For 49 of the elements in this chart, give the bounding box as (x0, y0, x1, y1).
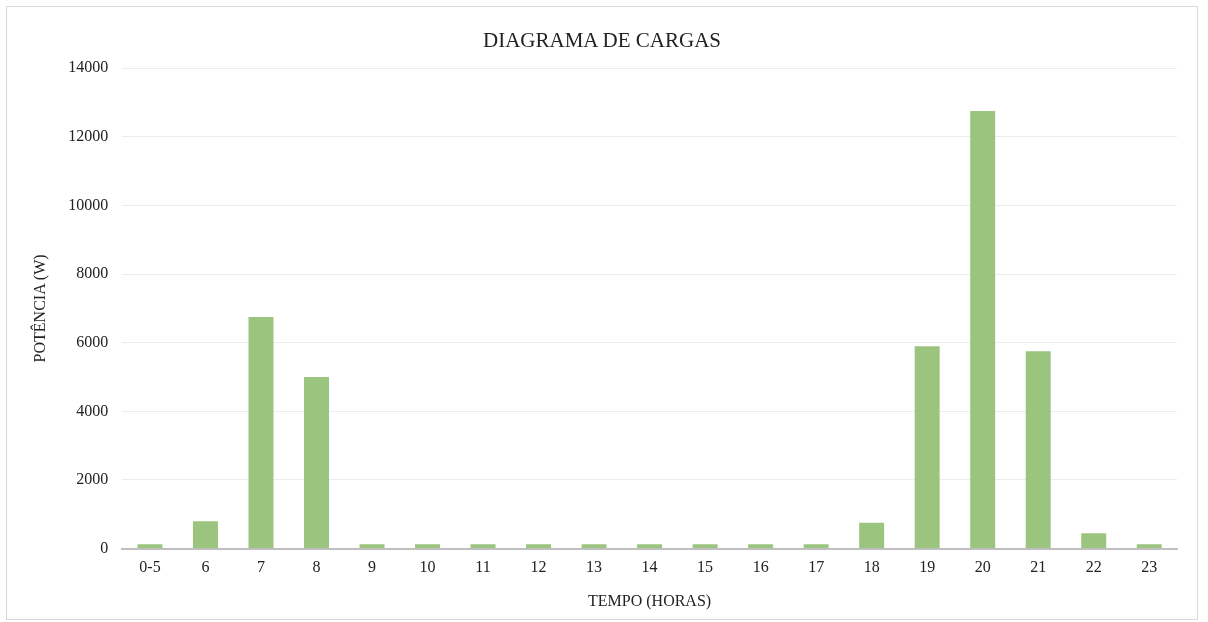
x-tick-label: 18 (863, 558, 880, 576)
x-tick-label: 21 (1030, 558, 1047, 576)
bar (304, 377, 329, 549)
bar (581, 544, 607, 549)
bar (359, 544, 385, 549)
bar (470, 544, 496, 549)
bar (859, 522, 885, 549)
x-tick-label: 9 (368, 558, 377, 576)
x-tick-label: 20 (974, 558, 991, 576)
bar (192, 521, 218, 549)
x-tick-label: 23 (1141, 558, 1158, 576)
bar (1136, 544, 1162, 549)
x-tick-label: 15 (697, 558, 714, 576)
y-tick-label: 2000 (76, 470, 109, 488)
x-tick-label: 8 (312, 558, 321, 576)
y-tick-label: 12000 (68, 127, 109, 145)
bar (415, 544, 441, 549)
bar (248, 316, 274, 549)
x-axis-title: TEMPO (HORAS) (588, 591, 712, 610)
y-tick-label: 6000 (76, 332, 109, 350)
y-tick-label: 4000 (76, 401, 109, 419)
y-tick-label: 8000 (76, 264, 109, 282)
x-tick-label: 17 (808, 558, 825, 576)
bar (137, 544, 163, 549)
x-tick-label: 22 (1085, 558, 1102, 576)
x-tick-label: 14 (641, 558, 658, 576)
x-tick-label: 0-5 (139, 558, 161, 576)
y-tick-label: 14000 (68, 58, 109, 76)
bar (1081, 533, 1107, 549)
y-tick-label: 10000 (68, 195, 109, 213)
y-axis-title: POTÊNCIA (W) (29, 254, 49, 363)
bar (803, 544, 829, 549)
x-tick-label: 13 (586, 558, 603, 576)
bar (692, 544, 718, 549)
y-tick-label: 0 (100, 538, 109, 556)
bar (748, 544, 774, 549)
bar (914, 346, 940, 549)
x-tick-label: 10 (419, 558, 436, 576)
bar (1025, 351, 1051, 549)
x-tick-label: 16 (752, 558, 769, 576)
x-tick-label: 6 (201, 558, 210, 576)
bar (526, 544, 552, 549)
bar (637, 544, 663, 549)
x-tick-label: 7 (256, 558, 265, 576)
chart-title: DIAGRAMA DE CARGAS (482, 28, 722, 53)
bar (970, 111, 996, 549)
x-tick-label: 11 (475, 558, 491, 576)
x-tick-label: 19 (919, 558, 936, 576)
x-tick-label: 12 (530, 558, 547, 576)
